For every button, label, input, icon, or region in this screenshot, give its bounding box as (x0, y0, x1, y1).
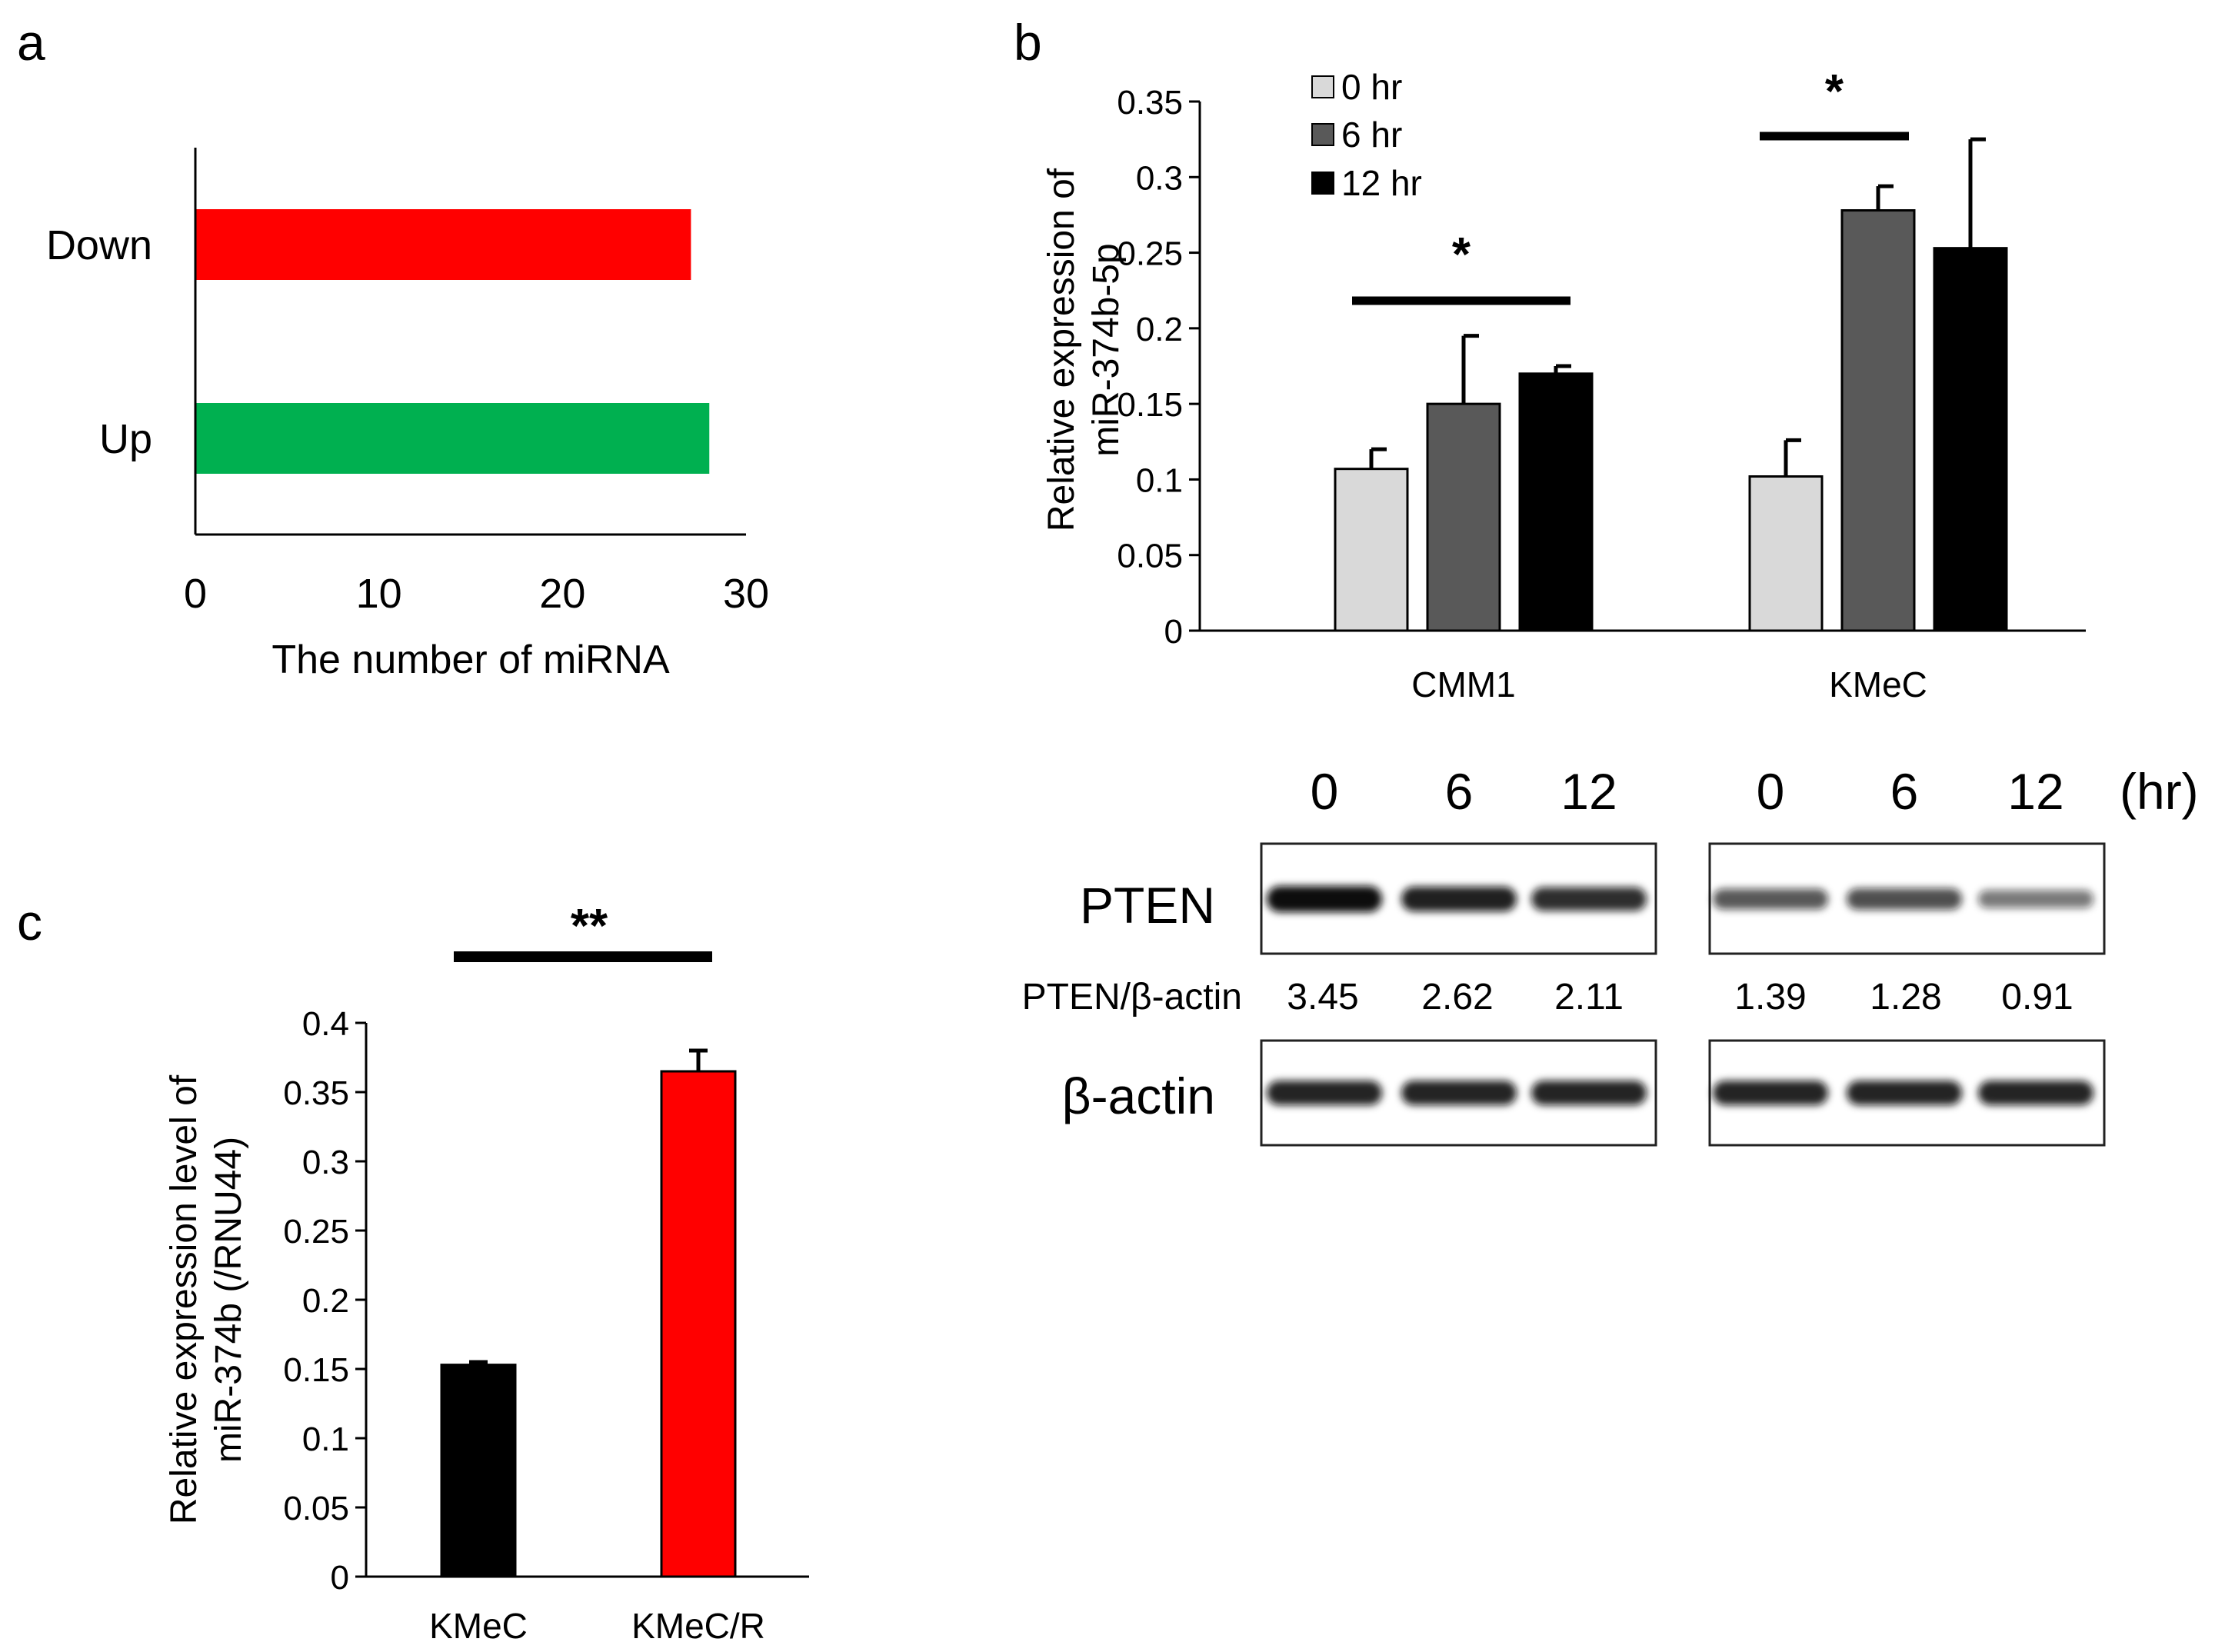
legend-swatch (1312, 76, 1334, 98)
panel-c-y-axis-title: Relative expression level of miR-374b (/… (164, 1074, 249, 1524)
blot-band-pten (1267, 886, 1382, 912)
blot-band-pten (1401, 887, 1517, 911)
y-tick-label: 0.05 (283, 1490, 349, 1527)
y-tick-label: 0.05 (1117, 538, 1183, 575)
blot-row-label-actin: β-actin (1062, 1067, 1215, 1124)
blot-ratio-value: 2.11 (1554, 977, 1624, 1018)
legend-label: 12 hr (1341, 163, 1422, 203)
y-tick-label: 0.2 (302, 1282, 349, 1320)
y-tick-label: 0.35 (283, 1074, 349, 1112)
y-tick-label: 0 (331, 1559, 349, 1597)
y-tick-label: 0.4 (302, 1005, 349, 1043)
blot-time-label: 12 (2007, 763, 2063, 820)
bar-kmec-0hr (1750, 476, 1822, 631)
legend-label: 6 hr (1341, 115, 1402, 155)
blot-ratio-value: 0.91 (2001, 977, 2073, 1018)
blot-time-label: 6 (1445, 763, 1474, 820)
bar-down (195, 209, 691, 280)
blot-band-pten (1713, 889, 1828, 910)
y-tick-label: 0.25 (283, 1213, 349, 1251)
panel-a-chart: The number of miRNA Down Up 0 10 20 30 (46, 148, 769, 682)
bar-cmm1-12hr (1520, 374, 1592, 631)
legend-label: 0 hr (1341, 67, 1402, 107)
category-label: KMeC (429, 1606, 528, 1646)
bar-up (195, 403, 709, 474)
panel-b-chart: Relative expression of miR-374b-5p 0 0.05… (1041, 65, 2086, 704)
blot-time-label: 12 (1560, 763, 1617, 820)
panel-b-y-axis-title-line-1: Relative expression of (1041, 168, 1082, 531)
category-label-kmec: KMeC (1829, 664, 1927, 704)
y-tick-label: 0.3 (1136, 159, 1183, 197)
blot-ratio-label: PTEN/β-actin (1022, 977, 1242, 1018)
y-tick-label: 0.15 (1117, 386, 1183, 424)
bar-kmec-r (661, 1071, 735, 1577)
western-blot: 0 6 12 0 6 12 (hr) PTEN β-actin PTEN/β-a… (1022, 763, 2199, 1145)
panel-letter-b: b (1014, 14, 1042, 71)
y-tick-label: 0.3 (302, 1144, 349, 1181)
x-tick-label: 10 (356, 571, 402, 617)
blot-band-actin (1267, 1081, 1382, 1105)
blot-band-actin (1531, 1081, 1647, 1105)
y-tick-label: 0.1 (302, 1421, 349, 1458)
significance-marker: * (1452, 228, 1471, 281)
panel-b-y-axis-title-line-2: miR-374b-5p (1086, 243, 1127, 456)
blot-time-label: 6 (1890, 763, 1919, 820)
bar-kmec-12hr (1934, 248, 2007, 631)
significance-marker: ** (571, 900, 608, 953)
blot-band-actin (1847, 1081, 1962, 1105)
bar-cmm1-0hr (1335, 469, 1407, 631)
blot-band-pten (1531, 888, 1647, 911)
blot-band-pten (1978, 890, 2093, 908)
blot-time-label: 0 (1311, 763, 1339, 820)
y-tick-label: 0 (1164, 613, 1183, 651)
figure: a b c The number of miRNA DownUp0 10 20 30 … (0, 0, 2215, 1652)
bar-kmec (441, 1365, 515, 1577)
x-tick-label: 0 (184, 571, 207, 617)
legend-swatch (1312, 172, 1334, 194)
blot-band-actin (1401, 1081, 1517, 1105)
legend-swatch (1312, 124, 1334, 145)
blot-ratio-value: 2.62 (1421, 977, 1493, 1018)
category-label: KMeC/R (631, 1606, 765, 1646)
panel-c-chart: Relative expression level of miR-374b (/… (164, 900, 809, 1646)
blot-row-label-pten: PTEN (1080, 877, 1215, 934)
blot-band-actin (1713, 1081, 1828, 1105)
blot-band-pten (1847, 888, 1962, 910)
blot-band-actin (1978, 1081, 2093, 1105)
panel-b-y-axis-title: Relative expression of miR-374b-5p (1041, 168, 1127, 531)
category-label-up: Up (99, 416, 152, 462)
y-tick-label: 0.35 (1117, 84, 1183, 122)
blot-unit-label: (hr) (2120, 763, 2199, 820)
significance-marker: * (1825, 65, 1844, 118)
y-tick-label: 0.25 (1117, 235, 1183, 273)
category-label-down: Down (46, 222, 152, 268)
bar-cmm1-6hr (1427, 404, 1500, 631)
blot-time-label: 0 (1757, 763, 1785, 820)
panel-letter-a: a (17, 14, 45, 71)
panel-a-x-axis-title: The number of miRNA (271, 638, 670, 682)
category-label-cmm1: CMM1 (1411, 664, 1515, 704)
panel-c-y-axis-title-line-2: miR-374b (/RNU44) (208, 1137, 249, 1463)
y-tick-label: 0.2 (1136, 311, 1183, 348)
x-tick-label: 30 (723, 571, 769, 617)
y-tick-label: 0.15 (283, 1351, 349, 1389)
bar-kmec-6hr (1842, 211, 1914, 631)
y-tick-label: 0.1 (1136, 461, 1183, 499)
blot-ratio-value: 1.39 (1734, 977, 1806, 1018)
x-tick-label: 20 (539, 571, 585, 617)
panel-c-y-axis-title-line-1: Relative expression level of (164, 1074, 205, 1524)
blot-ratio-value: 3.45 (1287, 977, 1358, 1018)
blot-ratio-value: 1.28 (1870, 977, 1941, 1018)
panel-letter-c: c (17, 894, 42, 951)
